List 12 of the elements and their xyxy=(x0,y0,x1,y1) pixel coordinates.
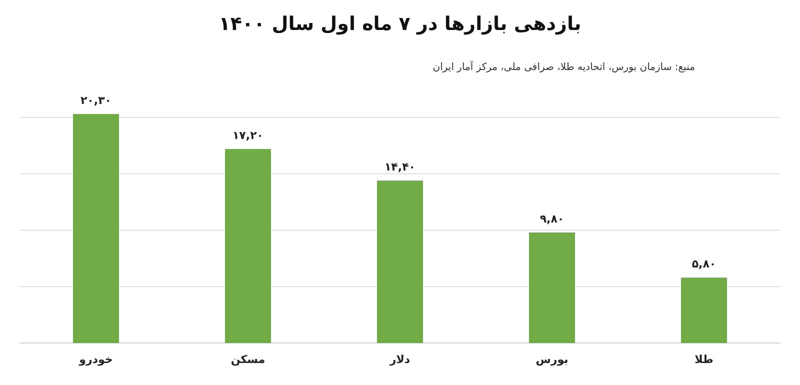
data-label: ۱۷,۲۰ xyxy=(232,128,264,142)
annotation: منبع: سازمان بورس، اتحادیه طلا، صرافی ملی، مرکز آمار ایران xyxy=(432,62,695,73)
title: بازدهی بازارها در ۷ ماه اول سال ۱۴۰۰ xyxy=(218,13,582,35)
x-tick-label: بورس xyxy=(536,353,568,366)
data-label: ۲۰,۳۰ xyxy=(80,94,112,108)
x-tick-label: دلار xyxy=(390,353,410,366)
data-label: ۹,۸۰ xyxy=(540,212,564,226)
x-tick-label: مسکن xyxy=(230,353,266,366)
data-label: ۵,۸۰ xyxy=(692,258,716,271)
x-tick-label: طلا xyxy=(694,353,714,366)
data-label: ۱۴,۴۰ xyxy=(384,160,416,174)
x-tick-label: خودرو xyxy=(79,353,113,366)
